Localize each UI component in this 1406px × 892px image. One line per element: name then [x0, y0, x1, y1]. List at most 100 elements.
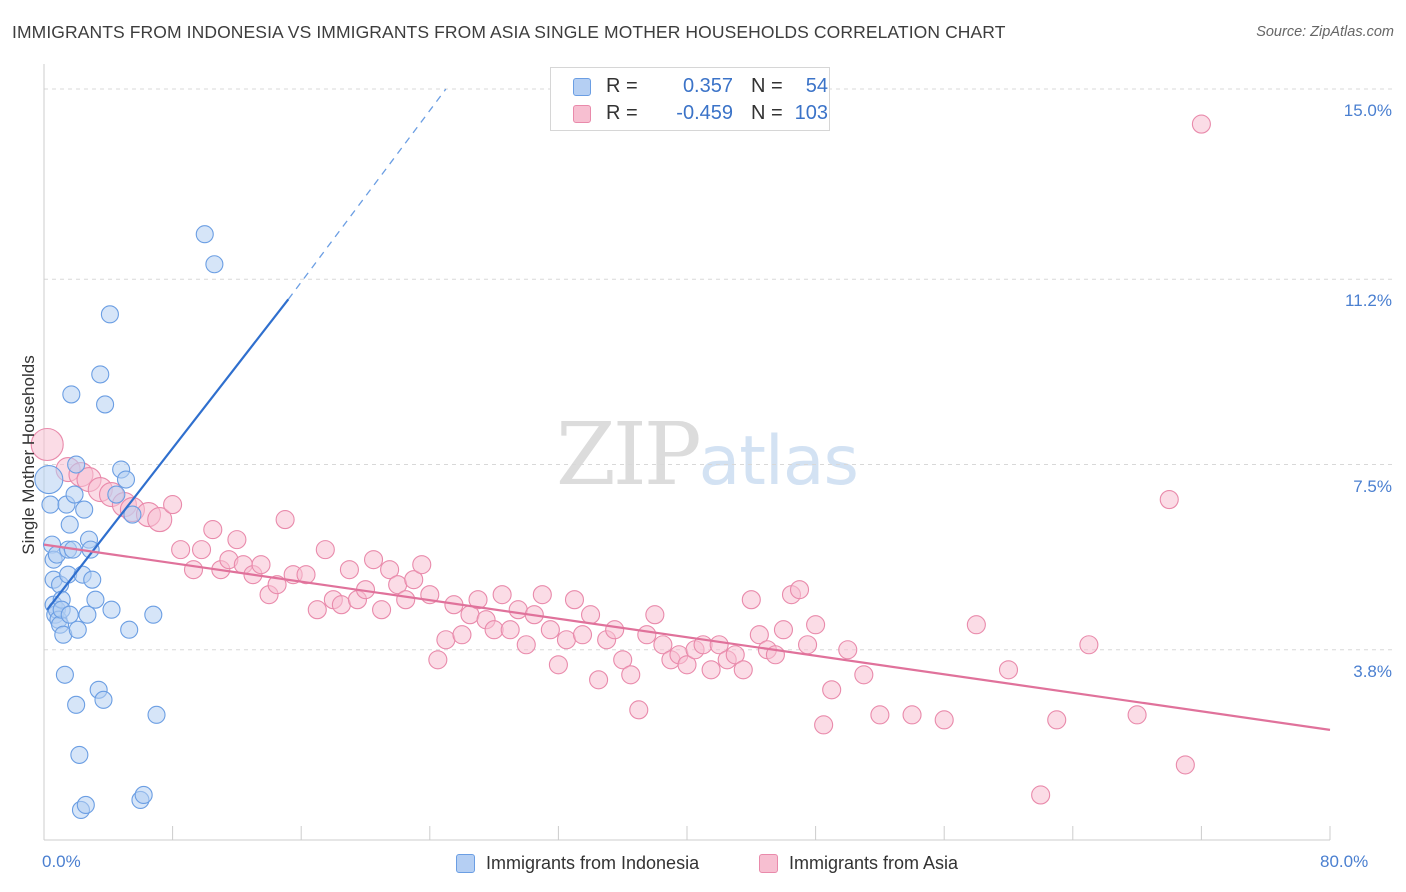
asia-point — [749, 625, 769, 645]
y-tick-label: 7.5% — [1353, 476, 1392, 496]
watermark-atlas: atlas — [698, 422, 859, 501]
asia-point — [468, 590, 488, 610]
asia-point — [998, 660, 1019, 680]
asia-point — [854, 665, 874, 685]
indonesia-point — [62, 385, 81, 404]
asia-point — [1191, 114, 1211, 134]
asia-point — [677, 655, 697, 675]
asia-point — [605, 620, 625, 640]
indonesia-point — [94, 690, 113, 709]
n-label: N = — [751, 102, 783, 124]
asia-point — [789, 580, 810, 600]
asia-point — [380, 560, 400, 580]
asia-point — [275, 510, 295, 530]
asia-point — [452, 625, 472, 645]
asia-point — [251, 555, 271, 575]
y-axis-title: Single Mother Households — [19, 355, 38, 555]
indonesia-point — [205, 255, 224, 274]
asia-point — [741, 590, 761, 610]
asia-point — [396, 590, 416, 610]
indonesia-point — [96, 395, 115, 414]
asia-points — [30, 114, 1211, 805]
indonesia-point — [144, 605, 163, 624]
asia-point — [492, 585, 512, 605]
asia-trend-line — [43, 543, 1331, 731]
asia-point — [701, 660, 721, 680]
indonesia-point — [76, 795, 95, 815]
chart-source: Source: ZipAtlas.com — [1256, 24, 1394, 40]
asia-point — [484, 620, 504, 640]
asia-point — [1079, 635, 1099, 655]
asia-point — [296, 565, 316, 585]
asia-point — [564, 590, 585, 610]
asia-point — [637, 625, 657, 645]
indonesia-point — [55, 665, 74, 684]
legend-label-asia: Immigrants from Asia — [789, 853, 959, 873]
asia-point — [580, 605, 601, 625]
asia-point — [267, 575, 287, 595]
indonesia-point — [195, 225, 214, 244]
indonesia-points — [34, 225, 224, 820]
asia-point — [934, 710, 954, 730]
asia-point — [30, 427, 64, 462]
asia-point — [532, 585, 552, 605]
asia-legend-swatch — [759, 854, 778, 873]
legend-label-indonesia: Immigrants from Indonesia — [486, 853, 700, 873]
r-label: R = — [606, 75, 638, 97]
asia-point — [372, 600, 392, 620]
r-value: 0.357 — [682, 75, 733, 97]
asia-point — [183, 560, 204, 580]
n-label: N = — [751, 75, 783, 97]
indonesia-point — [34, 464, 64, 495]
watermark: ZIPatlas — [556, 405, 859, 505]
chart-title: IMMIGRANTS FROM INDONESIA VS IMMIGRANTS … — [12, 22, 1006, 42]
asia-point — [363, 550, 384, 570]
indonesia-trend-extension — [287, 88, 447, 300]
asia-point — [966, 615, 986, 635]
asia-point — [203, 520, 223, 540]
indonesia-swatch — [573, 78, 591, 96]
y-tick-label: 11.2% — [1345, 291, 1392, 311]
asia-point — [725, 645, 745, 665]
y-tick-label: 3.8% — [1353, 661, 1392, 681]
asia-point — [436, 630, 456, 650]
indonesia-point — [116, 470, 136, 489]
asia-point — [1159, 490, 1179, 510]
indonesia-point — [120, 620, 139, 639]
indonesia-point — [65, 485, 84, 504]
asia-point — [1175, 755, 1195, 775]
asia-point — [838, 640, 858, 660]
indonesia-point — [60, 605, 79, 624]
indonesia-legend-swatch — [456, 854, 475, 873]
asia-point — [621, 665, 641, 685]
asia-point — [147, 507, 173, 533]
asia-point — [822, 680, 842, 700]
correlation-stats-box: R = 0.357 N = 54 R = -0.459 N = 103 — [550, 67, 830, 131]
asia-point — [629, 700, 649, 720]
n-value: 54 — [805, 75, 828, 97]
indonesia-point — [67, 695, 86, 714]
indonesia-point — [68, 620, 87, 639]
asia-point — [1031, 785, 1051, 805]
asia-point — [556, 630, 576, 650]
asia-point — [733, 660, 753, 680]
asia-point — [902, 705, 922, 725]
indonesia-point — [67, 455, 86, 474]
indonesia-point — [134, 785, 153, 804]
indonesia-point — [75, 500, 94, 519]
asia-point — [412, 555, 432, 575]
n-value: 103 — [794, 102, 828, 124]
asia-point — [814, 715, 834, 735]
asia-point — [331, 595, 351, 615]
r-label: R = — [606, 102, 638, 124]
indonesia-point — [86, 590, 105, 609]
asia-point — [227, 530, 247, 550]
x-tick-label-min: 0.0% — [42, 852, 81, 871]
r-value: -0.459 — [676, 102, 733, 124]
legend: Immigrants from Indonesia Immigrants fro… — [0, 851, 1406, 877]
asia-point — [171, 540, 191, 560]
indonesia-point — [100, 305, 119, 324]
asia-point — [653, 635, 673, 655]
asia-point — [540, 620, 560, 640]
